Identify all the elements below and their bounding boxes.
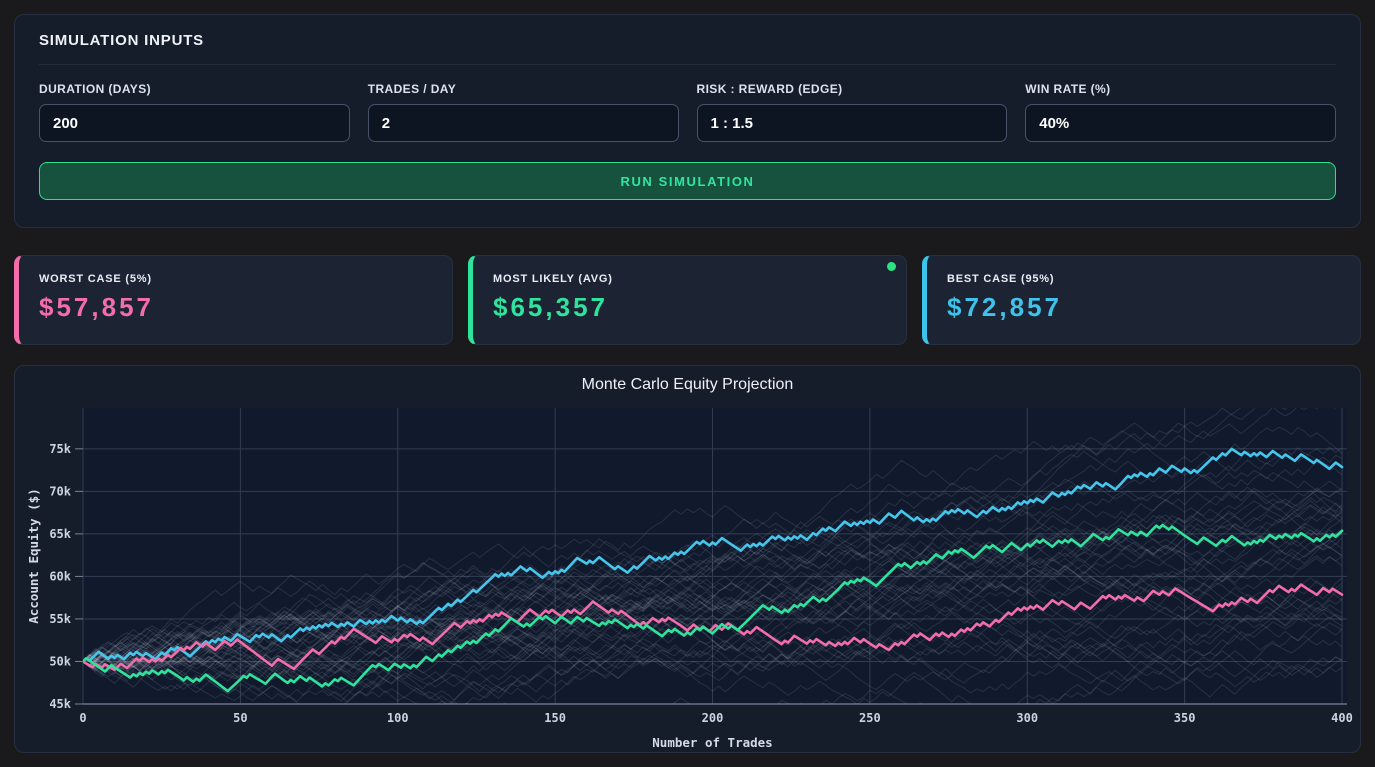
most-likely-card: MOST LIKELY (AVG) $65,357 xyxy=(468,255,907,345)
y-tick-label: 70k xyxy=(49,484,71,498)
summary-cards-row: WORST CASE (5%) $57,857 MOST LIKELY (AVG… xyxy=(14,255,1361,345)
x-tick-label: 50 xyxy=(233,711,247,725)
y-tick-label: 50k xyxy=(49,654,71,668)
worst-case-value: $57,857 xyxy=(39,292,432,323)
x-tick-label: 200 xyxy=(702,711,724,725)
risk-reward-label: RISK : REWARD (EDGE) xyxy=(697,82,1008,96)
x-tick-label: 400 xyxy=(1331,711,1353,725)
live-status-dot-icon xyxy=(887,262,896,271)
duration-label: DURATION (DAYS) xyxy=(39,82,350,96)
most-likely-label: MOST LIKELY (AVG) xyxy=(493,273,886,285)
panel-title: SIMULATION INPUTS xyxy=(39,15,1336,49)
worst-case-label: WORST CASE (5%) xyxy=(39,273,432,285)
win-rate-input[interactable] xyxy=(1025,104,1336,142)
equity-chart-svg: 45k 50k 55k 60k 65k 70k 75k 0 50 100 150 200 250 300 3… xyxy=(23,406,1354,752)
duration-input[interactable] xyxy=(39,104,350,142)
x-tick-label: 350 xyxy=(1174,711,1196,725)
field-risk-reward: RISK : REWARD (EDGE) xyxy=(697,82,1008,142)
trades-per-day-label: TRADES / DAY xyxy=(368,82,679,96)
best-case-card: BEST CASE (95%) $72,857 xyxy=(922,255,1361,345)
x-tick-label: 100 xyxy=(387,711,409,725)
best-case-label: BEST CASE (95%) xyxy=(947,273,1340,285)
worst-case-card: WORST CASE (5%) $57,857 xyxy=(14,255,453,345)
run-simulation-button[interactable]: RUN SIMULATION xyxy=(39,162,1336,200)
x-tick-label: 250 xyxy=(859,711,881,725)
equity-chart-panel: Monte Carlo Equity Projection 45k 50k 55k 6… xyxy=(14,365,1361,753)
x-tick-label: 300 xyxy=(1016,711,1038,725)
risk-reward-input[interactable] xyxy=(697,104,1008,142)
y-tick-label: 65k xyxy=(49,527,71,541)
y-tick-label: 45k xyxy=(49,697,71,711)
divider xyxy=(39,64,1336,65)
y-tick-label: 75k xyxy=(49,442,71,456)
input-fields-row: DURATION (DAYS) TRADES / DAY RISK : REWA… xyxy=(39,82,1336,142)
win-rate-label: WIN RATE (%) xyxy=(1025,82,1336,96)
most-likely-value: $65,357 xyxy=(493,292,886,323)
x-tick-label: 150 xyxy=(544,711,566,725)
y-tick-label: 55k xyxy=(49,612,71,626)
simulation-inputs-panel: SIMULATION INPUTS DURATION (DAYS) TRADES… xyxy=(14,14,1361,228)
chart-title: Monte Carlo Equity Projection xyxy=(15,366,1360,394)
x-tick-label: 0 xyxy=(79,711,86,725)
trades-per-day-input[interactable] xyxy=(368,104,679,142)
y-tick-label: 60k xyxy=(49,569,71,583)
x-axis-label: Number of Trades xyxy=(652,735,772,750)
field-trades-per-day: TRADES / DAY xyxy=(368,82,679,142)
y-axis-label: Account Equity ($) xyxy=(26,488,41,623)
field-duration: DURATION (DAYS) xyxy=(39,82,350,142)
field-win-rate: WIN RATE (%) xyxy=(1025,82,1336,142)
best-case-value: $72,857 xyxy=(947,292,1340,323)
